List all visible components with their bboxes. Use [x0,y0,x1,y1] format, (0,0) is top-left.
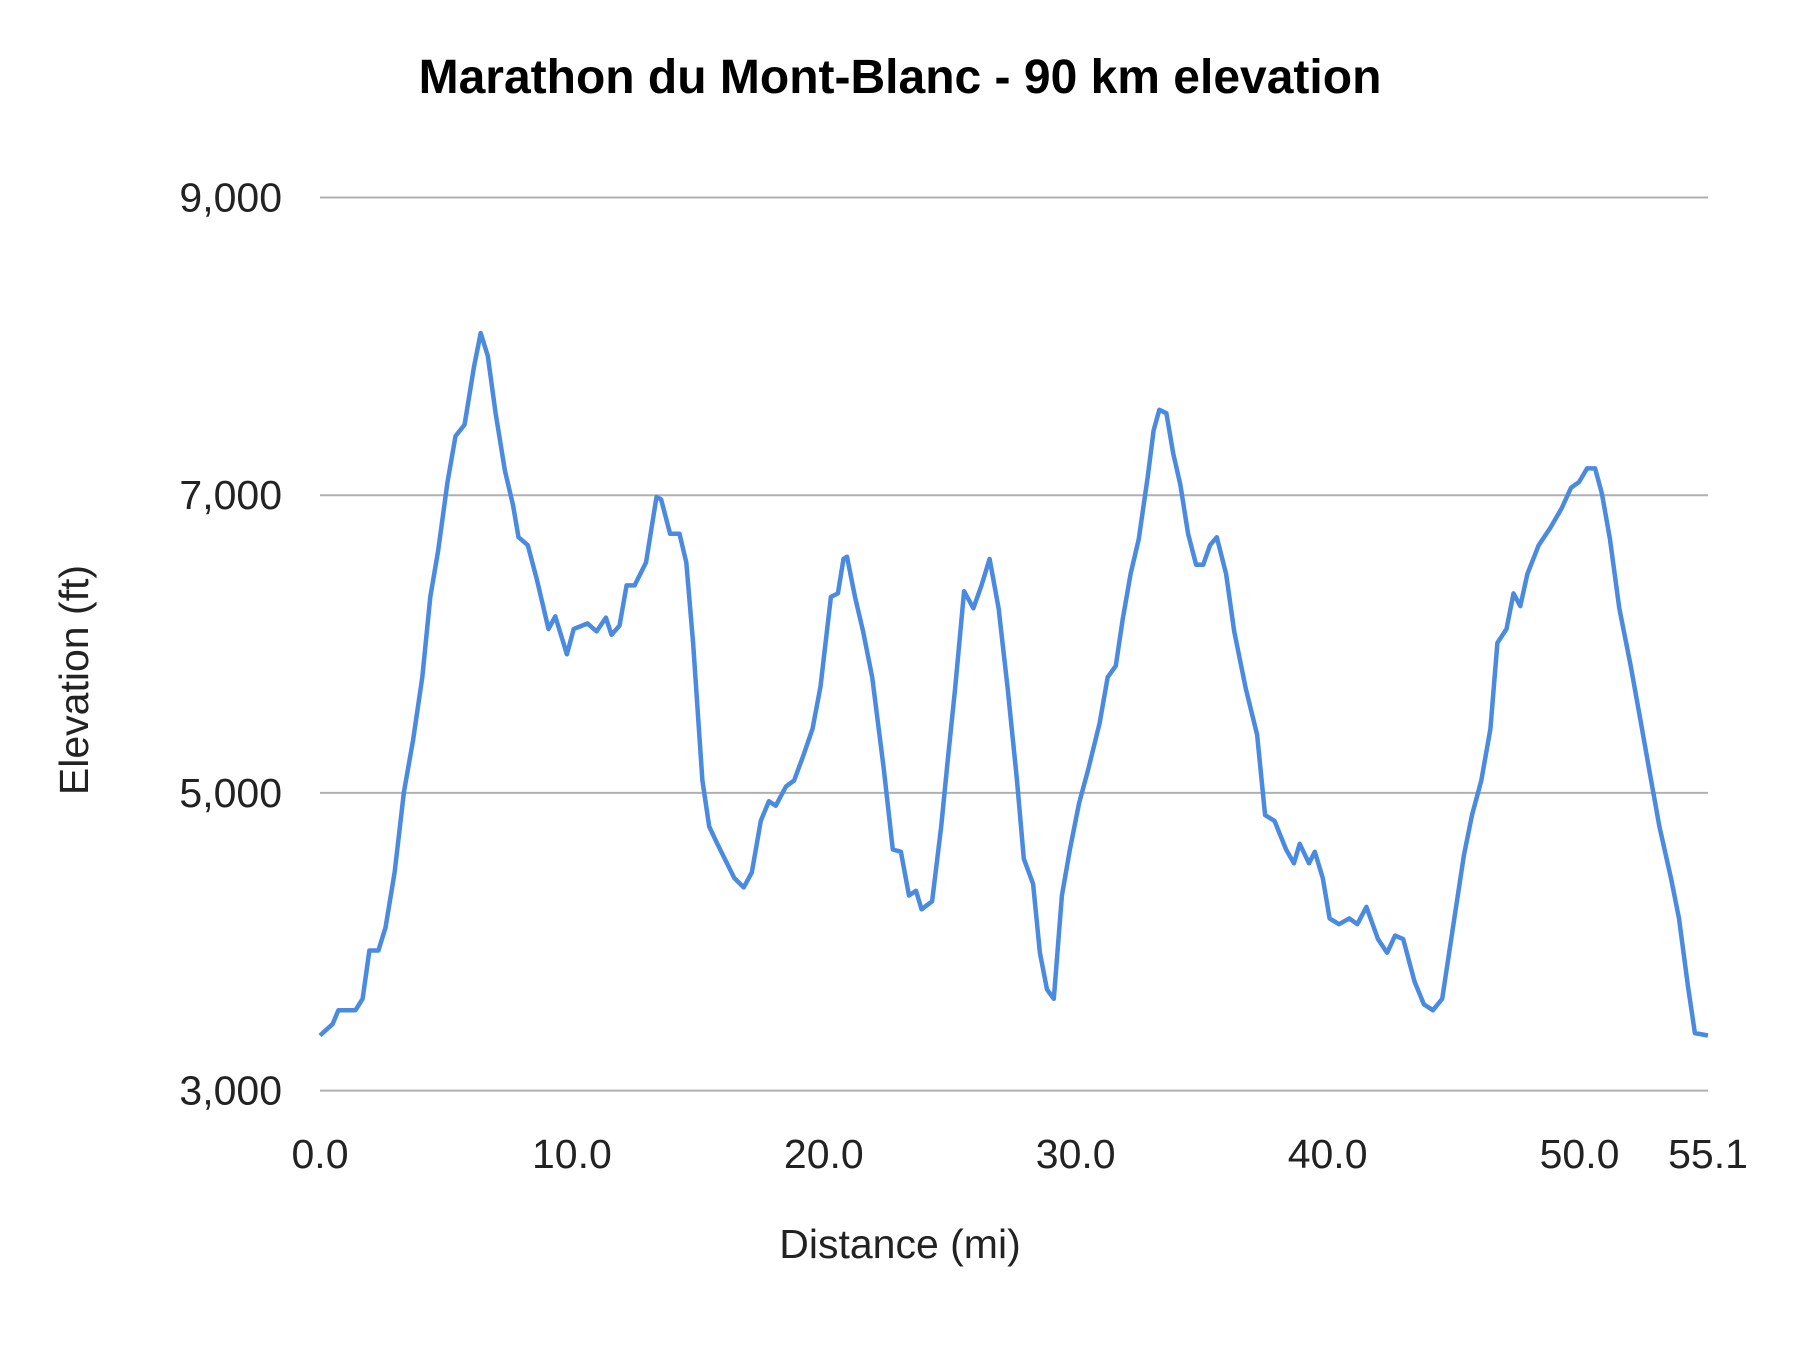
x-tick-label: 30.0 [1036,1131,1116,1177]
x-tick-label: 40.0 [1288,1131,1368,1177]
x-tick-label: 55.1 [1668,1131,1748,1177]
y-tick-label: 3,000 [179,1068,282,1114]
gridlines [320,196,1708,1092]
x-tick-label: 50.0 [1540,1131,1620,1177]
y-tick-label: 5,000 [179,770,282,816]
x-axis-label: Distance (mi) [779,1221,1020,1267]
y-axis-ticks: 3,000 5,000 7,000 9,000 [179,175,282,1114]
elevation-series-line [318,330,1709,1038]
x-tick-label: 0.0 [292,1131,349,1177]
x-tick-label: 20.0 [784,1131,864,1177]
y-tick-label: 9,000 [179,175,282,221]
x-tick-label: 10.0 [532,1131,612,1177]
y-axis-label: Elevation (ft) [51,565,97,795]
y-tick-label: 7,000 [179,472,282,518]
chart-title: Marathon du Mont-Blanc - 90 km elevation [419,51,1382,104]
x-axis-ticks: 0.0 10.0 20.0 30.0 40.0 50.0 55.1 [292,1131,1748,1177]
